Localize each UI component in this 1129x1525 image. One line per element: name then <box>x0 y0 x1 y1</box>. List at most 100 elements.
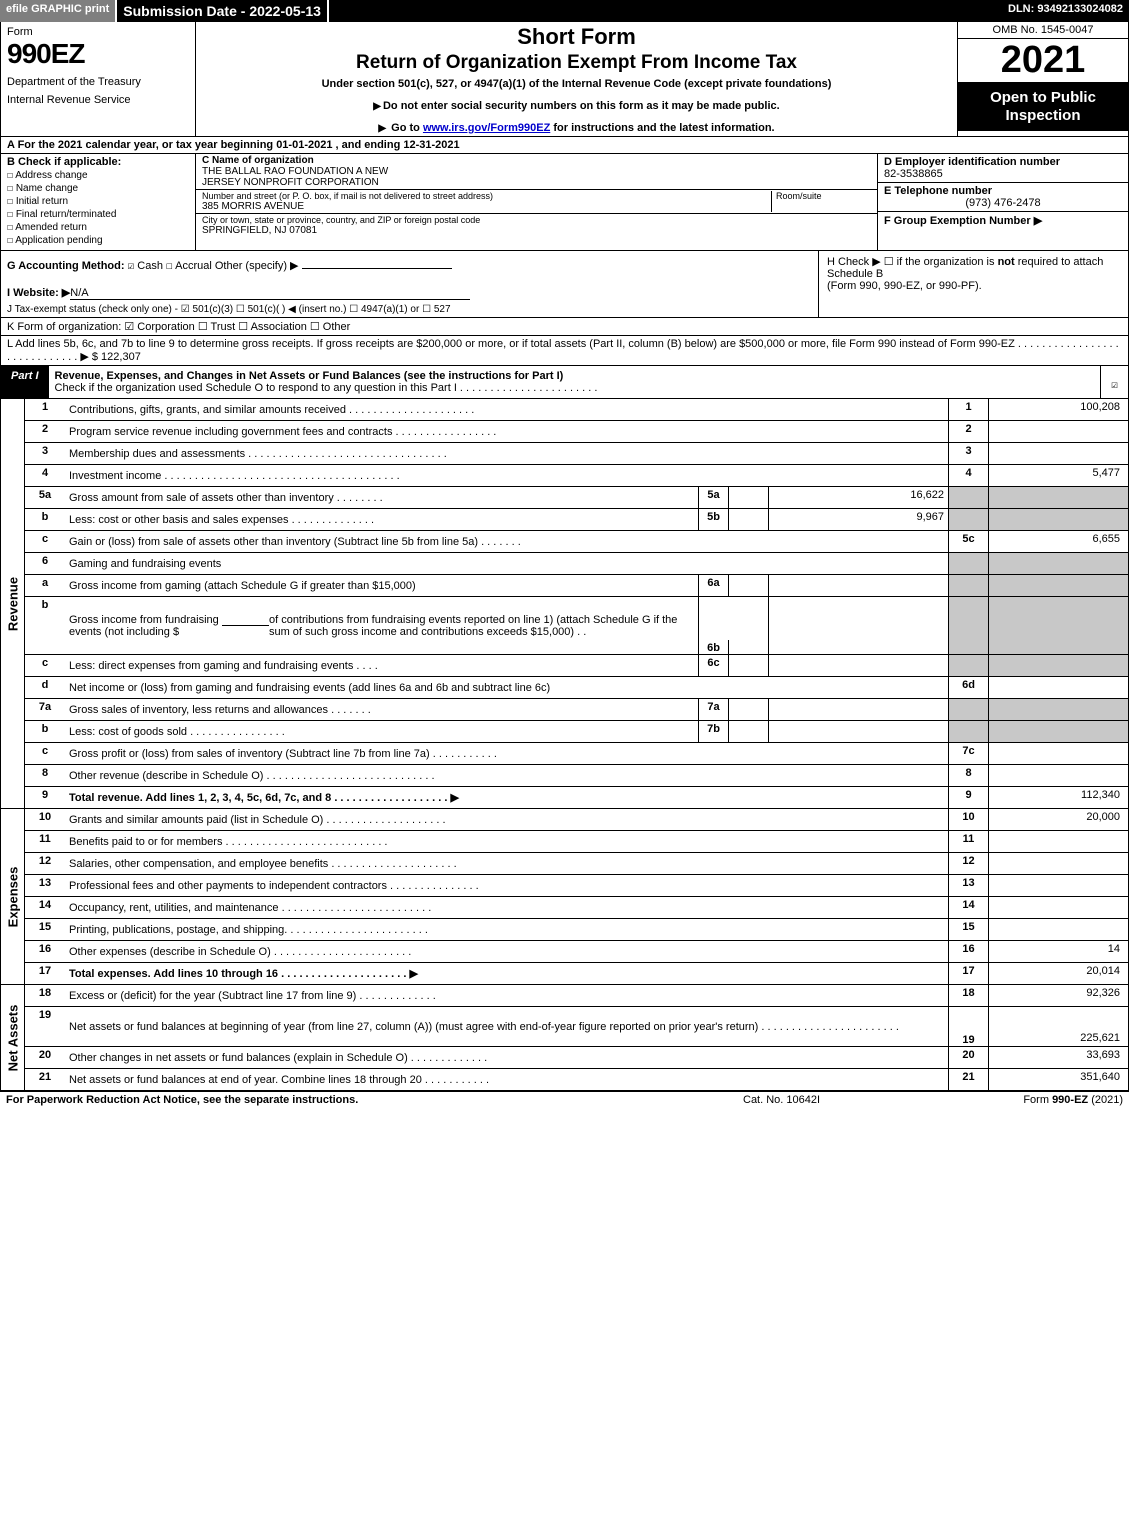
chk-final-return[interactable]: ☐ Final return/terminated <box>7 209 189 220</box>
line-10: 10Grants and similar amounts paid (list … <box>25 809 1129 831</box>
dept-irs: Internal Revenue Service <box>7 94 189 106</box>
line-9-value: 112,340 <box>988 787 1128 808</box>
line-19: 19Net assets or fund balances at beginni… <box>25 1007 1129 1047</box>
line-8: 8Other revenue (describe in Schedule O) … <box>25 765 1129 787</box>
line-15: 15Printing, publications, postage, and s… <box>25 919 1129 941</box>
street-address: 385 MORRIS AVENUE <box>202 201 771 212</box>
line-16-value: 14 <box>988 941 1128 962</box>
top-bar: efile GRAPHIC print Submission Date - 20… <box>0 0 1129 22</box>
net-assets-section: Net Assets 18Excess or (deficit) for the… <box>0 985 1129 1091</box>
line-9: 9Total revenue. Add lines 1, 2, 3, 4, 5c… <box>25 787 1129 809</box>
org-name-row: C Name of organization THE BALLAL RAO FO… <box>196 154 877 190</box>
line-1-value: 100,208 <box>988 399 1128 420</box>
line-17-value: 20,014 <box>988 963 1128 984</box>
line-14: 14Occupancy, rent, utilities, and mainte… <box>25 897 1129 919</box>
efile-label[interactable]: efile GRAPHIC print <box>0 0 117 22</box>
under-section: Under section 501(c), 527, or 4947(a)(1)… <box>200 78 953 90</box>
box-b-label: B Check if applicable: <box>7 156 189 168</box>
line-7c: cGross profit or (loss) from sales of in… <box>25 743 1129 765</box>
tax-year: 2021 <box>958 39 1128 83</box>
row-j: J Tax-exempt status (check only one) - ☑… <box>7 304 812 315</box>
line-16: 16Other expenses (describe in Schedule O… <box>25 941 1129 963</box>
bcdef-row: B Check if applicable: ☐ Address change … <box>0 154 1129 251</box>
line-7b: bLess: cost of goods sold . . . . . . . … <box>25 721 1129 743</box>
header-mid: Short Form Return of Organization Exempt… <box>196 22 958 136</box>
cat-number: Cat. No. 10642I <box>743 1094 943 1106</box>
omb-number: OMB No. 1545-0047 <box>958 22 1128 39</box>
form-word: Form <box>7 26 189 38</box>
main-title: Return of Organization Exempt From Incom… <box>200 52 953 74</box>
row-h: H Check ▶ ☐ if the organization is not r… <box>818 251 1128 317</box>
dln-number: DLN: 93492133024082 <box>1002 0 1129 22</box>
ein-value: 82-3538865 <box>884 168 1122 180</box>
header-left: Form 990EZ Department of the Treasury In… <box>1 22 196 136</box>
line-2: 2Program service revenue including gover… <box>25 421 1129 443</box>
row-a-calendar-year: A For the 2021 calendar year, or tax yea… <box>0 137 1129 154</box>
line-6a: aGross income from gaming (attach Schedu… <box>25 575 1129 597</box>
revenue-section: Revenue 1Contributions, gifts, grants, a… <box>0 399 1129 809</box>
line-7a: 7aGross sales of inventory, less returns… <box>25 699 1129 721</box>
website-value: N/A <box>70 287 470 300</box>
chk-amended-return[interactable]: ☐ Amended return <box>7 222 189 233</box>
line-6: 6Gaming and fundraising events <box>25 553 1129 575</box>
form-number: 990EZ <box>7 38 189 70</box>
chk-application-pending[interactable]: ☐ Application pending <box>7 235 189 246</box>
tel-row: E Telephone number (973) 476-2478 <box>878 183 1128 212</box>
group-exemption-row: F Group Exemption Number ▶ <box>878 212 1128 229</box>
line-3: 3Membership dues and assessments . . . .… <box>25 443 1129 465</box>
ein-row: D Employer identification number 82-3538… <box>878 154 1128 183</box>
goto-instructions: Go to www.irs.gov/Form990EZ for instruct… <box>200 122 953 134</box>
irs-link[interactable]: www.irs.gov/Form990EZ <box>423 122 550 134</box>
line-5c-value: 6,655 <box>988 531 1128 552</box>
line-17: 17Total expenses. Add lines 10 through 1… <box>25 963 1129 985</box>
line-1: 1Contributions, gifts, grants, and simil… <box>25 399 1129 421</box>
part-1-checkbox[interactable]: ☑ <box>1100 366 1128 398</box>
chk-name-change[interactable]: ☐ Name change <box>7 183 189 194</box>
net-assets-vlabel: Net Assets <box>1 985 25 1091</box>
street-row: Number and street (or P. O. box, if mail… <box>196 190 877 214</box>
box-def: D Employer identification number 82-3538… <box>878 154 1128 250</box>
revenue-vlabel: Revenue <box>1 399 25 809</box>
box-b: B Check if applicable: ☐ Address change … <box>1 154 196 250</box>
dept-treasury: Department of the Treasury <box>7 76 189 88</box>
chk-initial-return[interactable]: ☐ Initial return <box>7 196 189 207</box>
line-11: 11Benefits paid to or for members . . . … <box>25 831 1129 853</box>
open-to-public: Open to Public Inspection <box>958 83 1128 131</box>
form-header: Form 990EZ Department of the Treasury In… <box>0 22 1129 137</box>
line-6d: dNet income or (loss) from gaming and fu… <box>25 677 1129 699</box>
line-5a-value: 16,622 <box>768 487 948 508</box>
expenses-section: Expenses 10Grants and similar amounts pa… <box>0 809 1129 985</box>
submission-date: Submission Date - 2022-05-13 <box>117 0 329 22</box>
form-ref: Form 990-EZ (2021) <box>943 1094 1123 1106</box>
line-5b: bLess: cost or other basis and sales exp… <box>25 509 1129 531</box>
part-1-tag: Part I <box>1 366 49 398</box>
line-18: 18Excess or (deficit) for the year (Subt… <box>25 985 1129 1007</box>
expenses-vlabel: Expenses <box>1 809 25 985</box>
line-6c: cLess: direct expenses from gaming and f… <box>25 655 1129 677</box>
part-1-title: Revenue, Expenses, and Changes in Net As… <box>49 366 1100 398</box>
line-5a: 5aGross amount from sale of assets other… <box>25 487 1129 509</box>
row-g: G Accounting Method: ☑ Cash ☐ Accrual Ot… <box>1 251 818 317</box>
line-12: 12Salaries, other compensation, and empl… <box>25 853 1129 875</box>
line-21: 21Net assets or fund balances at end of … <box>25 1069 1129 1091</box>
row-l: L Add lines 5b, 6c, and 7b to line 9 to … <box>0 336 1129 366</box>
page-footer: For Paperwork Reduction Act Notice, see … <box>0 1091 1129 1108</box>
line-4-value: 5,477 <box>988 465 1128 486</box>
paperwork-notice: For Paperwork Reduction Act Notice, see … <box>6 1094 743 1106</box>
line-5b-value: 9,967 <box>768 509 948 530</box>
line-10-value: 20,000 <box>988 809 1128 830</box>
gross-receipts-value: 122,307 <box>101 351 141 363</box>
chk-address-change[interactable]: ☐ Address change <box>7 170 189 181</box>
short-form-label: Short Form <box>200 24 953 50</box>
line-5c: cGain or (loss) from sale of assets othe… <box>25 531 1129 553</box>
row-i: I Website: ▶N/A <box>7 286 812 300</box>
tel-value: (973) 476-2478 <box>884 197 1122 209</box>
gh-row: G Accounting Method: ☑ Cash ☐ Accrual Ot… <box>0 251 1129 318</box>
line-20-value: 33,693 <box>988 1047 1128 1068</box>
line-6b: bGross income from fundraising events (n… <box>25 597 1129 655</box>
line-18-value: 92,326 <box>988 985 1128 1006</box>
line-21-value: 351,640 <box>988 1069 1128 1090</box>
line-19-value: 225,621 <box>988 1007 1128 1046</box>
box-c: C Name of organization THE BALLAL RAO FO… <box>196 154 878 250</box>
header-right: OMB No. 1545-0047 2021 Open to Public In… <box>958 22 1128 136</box>
